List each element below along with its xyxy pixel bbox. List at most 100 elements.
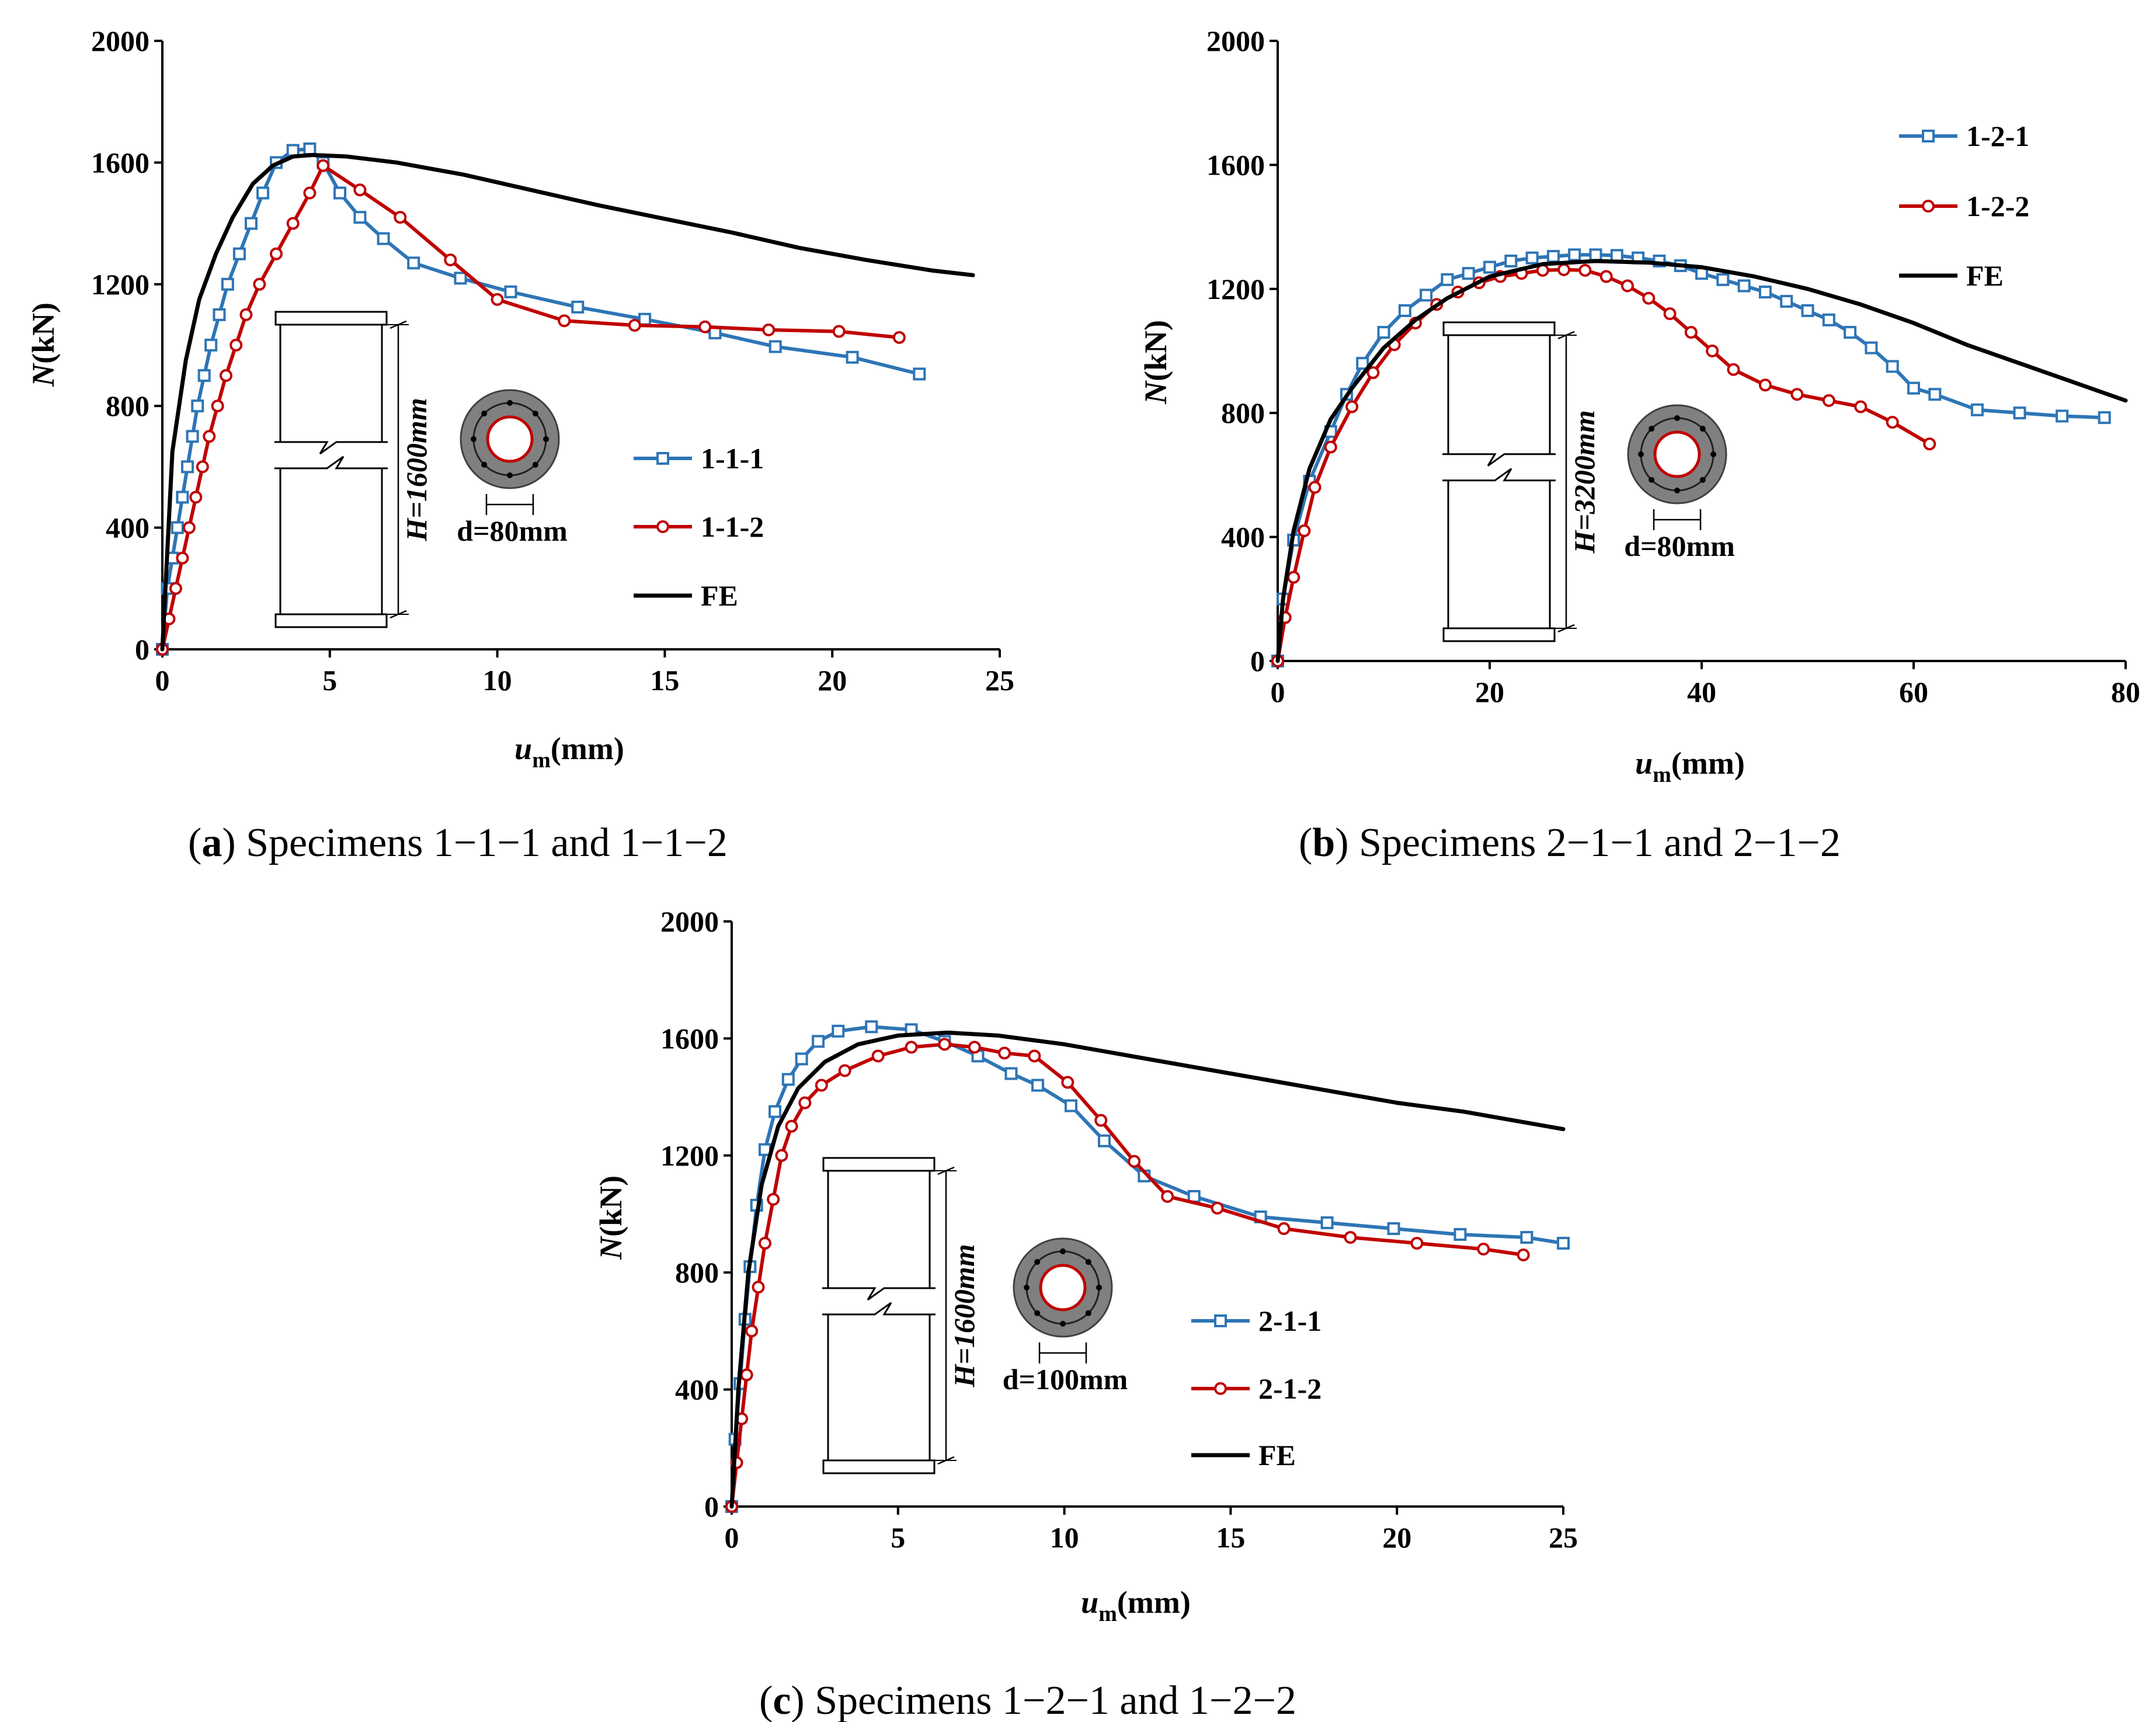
data-point-1-1-2 <box>762 323 776 336</box>
data-point-1-2-2 <box>1345 400 1359 413</box>
chart-panel-b: 0 400 800 1200 1600 2000 0 20 40 60 80 um(mm) N(kN) H… <box>1138 25 2140 865</box>
x-tick-label: 20 <box>1382 1521 1411 1554</box>
data-point-1-1-2 <box>203 430 216 443</box>
data-point-1-2-2 <box>1557 263 1571 276</box>
caption-letter: b <box>1312 820 1335 865</box>
data-point-1-1-1 <box>913 367 926 381</box>
panel-caption: (c) Specimens 1−2−1 and 1−2−2 <box>759 1678 1296 1722</box>
data-point-1-1-1 <box>191 399 204 413</box>
data-point-2-1-2 <box>1061 1076 1074 1089</box>
series-FE <box>160 152 975 652</box>
data-point-1-2-1 <box>1780 295 1793 308</box>
y-tick-label: 400 <box>675 1373 719 1406</box>
rebar-dot <box>507 400 513 406</box>
data-point-1-1-2 <box>558 314 571 328</box>
data-point-2-1-2 <box>905 1041 918 1054</box>
data-point-1-1-2 <box>317 159 330 172</box>
data-point-2-1-1 <box>1031 1079 1045 1092</box>
diameter-label: d=80mm <box>457 514 568 547</box>
data-point-1-1-2 <box>219 369 232 382</box>
y-axis-label: N(kN) <box>593 1175 628 1260</box>
series-line-1-2-2 <box>1276 267 1932 663</box>
data-point-1-2-1 <box>1801 304 1814 317</box>
data-point-1-2-2 <box>1366 366 1380 380</box>
data-point-1-2-1 <box>1928 388 1942 401</box>
specimen-inset: H=3200mm d=80mm <box>1442 321 1735 642</box>
y-tick-label: 0 <box>135 633 149 666</box>
legend-entry-1-1-2: 1-1-2 <box>634 510 764 543</box>
data-point-1-1-2 <box>189 490 203 504</box>
data-point-1-1-1 <box>171 521 184 534</box>
data-point-1-1-2 <box>211 399 224 413</box>
data-point-1-2-1 <box>1716 273 1730 286</box>
rebar-dot <box>1699 476 1706 483</box>
data-point-1-1-1 <box>197 369 211 382</box>
series-line-1-1-1 <box>161 147 921 651</box>
y-tick-label: 1200 <box>660 1139 719 1172</box>
caption-text: Specimens 1−2−1 and 1−2−2 <box>815 1678 1296 1722</box>
x-axis-label-main: u <box>514 731 532 766</box>
data-point-1-2-2 <box>1886 416 1899 429</box>
y-axis-label: N(kN) <box>26 302 61 387</box>
x-tick-label: 25 <box>985 664 1014 697</box>
data-point-2-1-2 <box>1477 1243 1490 1256</box>
y-tick-label: 2000 <box>91 25 149 57</box>
break-line-lower <box>822 1302 936 1316</box>
caption-paren-close: ) <box>1335 820 1359 865</box>
data-point-1-1-1 <box>186 430 199 443</box>
y-tick-label: 0 <box>704 1490 719 1523</box>
y-tick-label: 2000 <box>660 905 719 938</box>
x-axis-label-unit: (mm) <box>1117 1585 1191 1620</box>
legend-label: FE <box>1966 259 2004 292</box>
data-point-2-1-1 <box>781 1073 795 1086</box>
series-line-2-1-2 <box>730 1042 1525 1508</box>
series-line-FE <box>729 1030 1566 1509</box>
y-tick-label: 1200 <box>1206 273 1265 305</box>
data-point-1-2-1 <box>1589 248 1602 262</box>
y-tick-label: 800 <box>1221 396 1265 429</box>
x-axis-label: um(mm) <box>1081 1585 1191 1626</box>
rebar-dot <box>481 461 488 468</box>
data-point-1-1-1 <box>571 300 585 314</box>
rebar-dot <box>1024 1285 1030 1290</box>
rebar-dot <box>1096 1285 1102 1290</box>
data-point-1-1-1 <box>286 144 300 157</box>
data-point-1-1-1 <box>377 232 390 245</box>
data-point-1-2-2 <box>1684 326 1698 339</box>
data-point-1-2-1 <box>1822 313 1835 326</box>
rebar-dot <box>1674 488 1680 493</box>
series-FE <box>1275 259 2128 663</box>
legend-swatch-marker <box>656 452 669 465</box>
rebar-dot <box>507 472 513 478</box>
y-tick-label: 1200 <box>91 268 149 301</box>
x-tick-label: 40 <box>1687 676 1716 708</box>
rebar-dot <box>1034 1259 1041 1265</box>
x-tick-label: 0 <box>725 1521 739 1554</box>
data-point-2-1-1 <box>1004 1067 1018 1080</box>
data-point-1-2-1 <box>1970 403 1984 416</box>
x-axis-label-main: u <box>1635 746 1653 781</box>
specimen-inset: H=1600mm d=100mm <box>822 1157 1128 1474</box>
series-1-1-1 <box>156 142 926 656</box>
data-point-1-1-2 <box>892 331 906 344</box>
y-axis-label-unit: (kN) <box>26 302 61 364</box>
x-axis-label-unit: (mm) <box>551 731 624 766</box>
height-label: H=1600mm <box>948 1244 980 1387</box>
column-top-plate <box>274 311 388 326</box>
data-point-1-2-1 <box>1504 255 1518 268</box>
data-point-1-2-2 <box>1727 363 1740 376</box>
x-axis-label-sub: m <box>532 748 551 773</box>
panel-caption: (a) Specimens 1−1−1 and 1−1−2 <box>188 820 728 865</box>
legend-swatch-marker <box>1214 1314 1227 1327</box>
series-line-2-1-1 <box>730 1025 1565 1508</box>
data-point-2-1-2 <box>1344 1231 1357 1244</box>
data-point-1-1-1 <box>504 285 517 298</box>
caption-paren-open: ( <box>759 1678 773 1722</box>
y-tick-label: 800 <box>106 389 149 422</box>
data-point-2-1-2 <box>968 1041 981 1054</box>
caption-paren-open: ( <box>188 820 201 865</box>
data-point-2-1-1 <box>768 1105 782 1118</box>
caption-paren-close: ) <box>791 1678 815 1722</box>
data-point-2-1-2 <box>1128 1154 1141 1168</box>
data-point-2-1-2 <box>758 1237 771 1250</box>
